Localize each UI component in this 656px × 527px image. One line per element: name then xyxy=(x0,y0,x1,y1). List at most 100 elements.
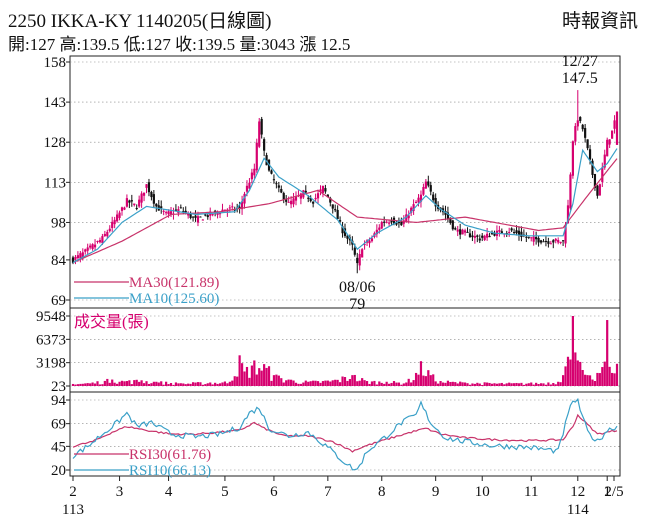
candle-body xyxy=(138,199,141,207)
candle-body xyxy=(591,160,594,175)
volume-bar xyxy=(439,381,442,386)
candle-body xyxy=(508,231,511,233)
candle-body xyxy=(194,215,197,218)
volume-bar xyxy=(356,381,359,386)
candle-body xyxy=(414,201,418,204)
candle-body xyxy=(395,222,398,225)
volume-bar xyxy=(571,316,574,386)
ma-legend-label: MA30(121.89) xyxy=(129,275,219,291)
candle-body xyxy=(338,220,342,222)
candle-body xyxy=(184,210,187,213)
volume-bar xyxy=(307,381,310,386)
volume-bar xyxy=(299,383,302,386)
volume-bar xyxy=(535,382,538,386)
candle-body xyxy=(258,121,261,147)
month-tick-label: 7 xyxy=(324,484,332,500)
candle-body xyxy=(248,182,251,189)
candle-body xyxy=(375,229,378,235)
volume-bar xyxy=(400,384,403,386)
ma30-line xyxy=(72,158,618,264)
volume-bar xyxy=(395,382,398,386)
volume-bar xyxy=(312,380,315,386)
volume-bar xyxy=(596,372,599,386)
volume-bar xyxy=(233,376,236,386)
candle-body xyxy=(204,214,207,216)
volume-bar xyxy=(392,381,396,386)
candle-body xyxy=(84,249,87,252)
volume-bar xyxy=(454,382,457,386)
volume-bar xyxy=(419,361,423,386)
volume-bar xyxy=(576,360,579,386)
volume-bar xyxy=(522,384,525,386)
volume-bar xyxy=(414,372,418,386)
volume-bar xyxy=(353,374,356,386)
candle-body xyxy=(292,198,295,205)
volume-bar xyxy=(554,384,557,386)
volume-bar xyxy=(390,382,393,386)
volume-bar xyxy=(106,378,109,386)
volume-bar xyxy=(481,384,484,386)
candle-body xyxy=(561,240,565,242)
candle-body xyxy=(378,227,381,230)
volume-bar xyxy=(272,375,276,386)
volume-bar xyxy=(243,371,246,386)
volume-bar xyxy=(588,375,592,386)
candle-body xyxy=(243,193,246,204)
candle-body xyxy=(312,201,315,204)
candle-body xyxy=(211,214,214,216)
volume-bar xyxy=(267,366,271,386)
volume-bar xyxy=(429,375,432,386)
volume-bar xyxy=(189,383,192,386)
candle-body xyxy=(108,228,111,232)
candle-body xyxy=(165,212,168,214)
candle-body xyxy=(608,139,611,145)
volume-bar xyxy=(118,381,121,386)
candle-body xyxy=(353,247,356,255)
candle-body xyxy=(468,233,472,238)
volume-bar xyxy=(473,383,476,386)
volume-bar xyxy=(79,383,82,386)
volume-bar xyxy=(606,320,609,386)
volume-bar xyxy=(294,382,298,386)
volume-bar xyxy=(120,380,124,386)
volume-bar xyxy=(593,381,597,386)
candle-body xyxy=(240,201,244,210)
volume-bar xyxy=(466,383,469,386)
volume-bar xyxy=(468,384,472,386)
candle-body xyxy=(481,235,484,238)
volume-bar xyxy=(552,382,555,386)
volume-bar xyxy=(321,381,325,386)
candle-body xyxy=(569,174,572,209)
volume-bar xyxy=(218,383,222,386)
volume-bar xyxy=(463,382,467,386)
chart-title: 2250 IKKA-KY 1140205(日線圖) xyxy=(8,11,272,32)
candle-body xyxy=(606,139,609,157)
candle-body xyxy=(368,240,371,244)
volume-bar xyxy=(586,375,589,386)
volume-bar xyxy=(397,382,401,386)
candle-body xyxy=(133,203,136,206)
candle-body xyxy=(238,206,241,208)
volume-bar xyxy=(405,382,408,386)
volume-bar xyxy=(98,384,102,386)
candle-body xyxy=(282,193,285,200)
candle-body xyxy=(584,128,587,138)
candle-body xyxy=(245,185,249,192)
candle-body xyxy=(400,221,403,226)
volume-bar xyxy=(157,382,160,386)
volume-bar xyxy=(297,383,300,386)
volume-bar xyxy=(488,382,491,386)
candle-body xyxy=(307,197,310,199)
candle-body xyxy=(304,190,307,193)
candle-body xyxy=(326,194,329,198)
ma10-line xyxy=(72,148,618,264)
volume-bar xyxy=(182,383,185,386)
candle-body xyxy=(593,173,597,188)
volume-bar xyxy=(228,381,231,386)
volume-bar xyxy=(532,384,535,386)
candle-body xyxy=(270,170,273,174)
price-axis-tick-label: 158 xyxy=(44,55,67,71)
price-axis-tick-label: 143 xyxy=(44,95,67,111)
volume-bar xyxy=(221,382,224,386)
